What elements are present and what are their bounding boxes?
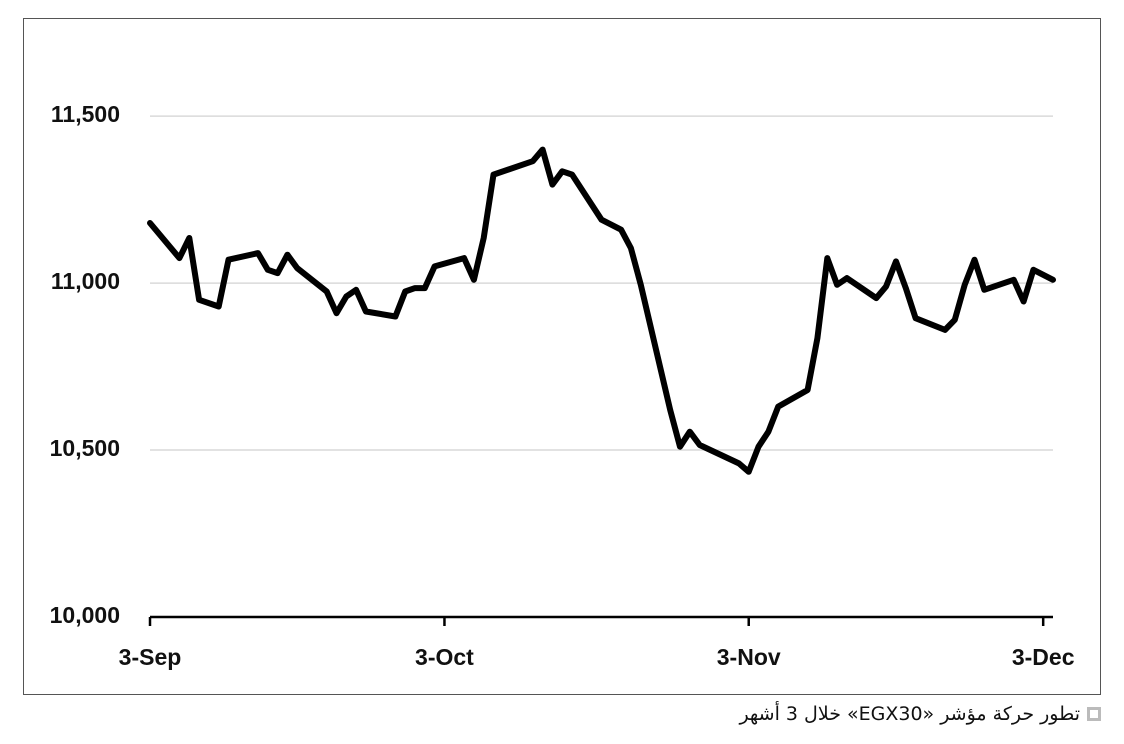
x-tick-label: 3-Oct	[415, 644, 474, 670]
x-tick-label: 3-Nov	[717, 644, 781, 670]
y-tick-label: 10,000	[50, 602, 120, 628]
caption: تطور حركة مؤشر «EGX30» خلال 3 أشهر	[739, 703, 1102, 725]
y-tick-label: 11,500	[51, 101, 120, 127]
caption-icon	[1087, 707, 1101, 721]
chart-frame	[23, 18, 1101, 695]
chart: 10,000 10,500 11,000 11,500 3-Sep 3-Oct 3-Nov 3…	[23, 18, 1101, 695]
line-series	[147, 146, 1056, 475]
y-tick-label: 11,000	[51, 268, 120, 294]
y-tick-label: 10,500	[50, 435, 120, 461]
caption-text: تطور حركة مؤشر «EGX30» خلال 3 أشهر	[739, 703, 1080, 725]
x-tick-label: 3-Dec	[1012, 644, 1075, 670]
x-tick-label: 3-Sep	[119, 644, 182, 670]
